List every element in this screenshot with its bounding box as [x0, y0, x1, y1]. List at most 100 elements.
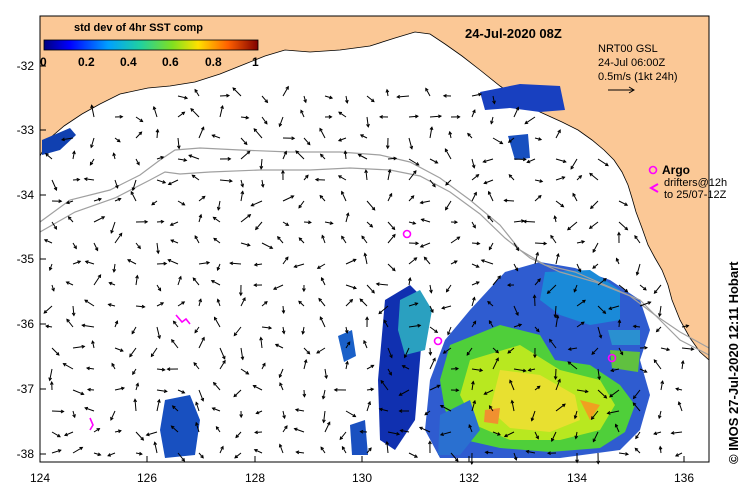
- current-arrow-head: [499, 140, 504, 145]
- current-arrow: [678, 401, 683, 412]
- current-arrow-head: [329, 221, 334, 225]
- current-arrow: [110, 410, 116, 421]
- current-arrow: [195, 402, 200, 412]
- current-arrow: [555, 315, 559, 328]
- current-arrow-head: [55, 352, 60, 356]
- current-arrow: [487, 301, 494, 307]
- current-arrow-head: [321, 234, 325, 239]
- current-arrow: [43, 305, 53, 314]
- current-arrow: [261, 301, 268, 307]
- current-arrow-head: [215, 425, 220, 430]
- current-arrow: [261, 363, 266, 370]
- current-arrow-head: [235, 434, 239, 439]
- current-arrow-head: [119, 348, 124, 352]
- current-arrow: [198, 299, 202, 307]
- current-arrow-head: [368, 447, 372, 452]
- current-arrow-head: [247, 214, 252, 218]
- current-arrow: [488, 320, 494, 328]
- current-arrow: [681, 347, 694, 350]
- current-arrow: [471, 381, 474, 391]
- current-arrow: [135, 242, 141, 249]
- current-arrow: [345, 213, 349, 223]
- current-arrow: [345, 95, 348, 103]
- current-arrow: [61, 137, 74, 141]
- current-arrow: [504, 431, 515, 437]
- current-arrow-head: [141, 304, 146, 309]
- current-arrow-head: [658, 313, 662, 318]
- current-arrow-head: [176, 145, 181, 150]
- current-arrow: [321, 235, 326, 244]
- current-arrow-head: [603, 394, 608, 399]
- current-arrow-head: [592, 249, 596, 253]
- y-axis-label: -34: [17, 188, 35, 202]
- current-arrow-head: [532, 294, 537, 299]
- argo-float-marker: [433, 336, 443, 346]
- current-arrow-head: [213, 316, 218, 321]
- current-arrow-head: [653, 359, 658, 363]
- current-arrow-head: [316, 265, 321, 269]
- current-arrow: [114, 387, 125, 391]
- current-arrow-head: [389, 354, 393, 359]
- current-arrow-head: [482, 159, 487, 163]
- drifter-legend-icon: [648, 183, 659, 193]
- current-arrow-head: [418, 426, 423, 431]
- current-arrow-head: [341, 235, 345, 240]
- x-axis-label: 130: [352, 471, 372, 485]
- current-arrow: [146, 431, 158, 436]
- current-arrow-head: [138, 451, 143, 456]
- current-arrow-head: [178, 275, 182, 280]
- current-arrow: [513, 368, 526, 372]
- current-arrow-head: [194, 235, 198, 239]
- current-arrow-head: [538, 137, 543, 141]
- current-arrow-head: [660, 380, 665, 385]
- y-axis-label: -35: [17, 252, 35, 266]
- current-arrow: [153, 106, 158, 118]
- current-arrow: [492, 347, 499, 354]
- current-arrow: [635, 431, 641, 439]
- current-arrow-head: [560, 203, 565, 208]
- current-arrow: [429, 305, 434, 313]
- current-arrow: [639, 284, 647, 291]
- current-arrow-head: [420, 218, 425, 222]
- current-arrow: [597, 278, 607, 286]
- current-arrow-head: [535, 328, 540, 333]
- current-arrow-head: [359, 298, 364, 303]
- current-arrow-head: [184, 95, 189, 100]
- current-arrow-head: [391, 226, 396, 231]
- current-arrow: [344, 151, 347, 160]
- current-arrow-head: [518, 323, 523, 328]
- current-arrow: [513, 220, 524, 223]
- current-arrow: [450, 452, 459, 462]
- current-arrow-head: [515, 312, 519, 317]
- current-arrow-head: [537, 194, 542, 199]
- current-arrow-head: [239, 414, 244, 419]
- current-arrow-head: [145, 432, 150, 437]
- current-arrow-head: [625, 452, 630, 456]
- current-arrow: [379, 408, 389, 412]
- current-arrow: [492, 95, 495, 104]
- argo-float-marker: [402, 229, 412, 239]
- current-arrow-head: [624, 226, 629, 231]
- current-arrow: [298, 300, 305, 307]
- current-arrow-head: [456, 115, 461, 119]
- current-arrow-head: [79, 446, 84, 451]
- current-arrow: [171, 425, 179, 433]
- current-arrow: [408, 195, 415, 202]
- current-arrow: [485, 451, 494, 454]
- current-arrow: [597, 389, 607, 399]
- current-arrow-head: [91, 340, 95, 345]
- current-arrow-head: [263, 120, 268, 125]
- current-arrow-head: [85, 366, 90, 371]
- current-arrow-head: [238, 292, 243, 297]
- current-arrow: [471, 109, 476, 118]
- current-arrow-head: [385, 88, 390, 93]
- current-arrow: [82, 324, 95, 328]
- current-arrow: [659, 305, 662, 317]
- current-arrow: [234, 452, 242, 459]
- current-arrow-head: [160, 219, 165, 224]
- current-arrow-head: [415, 162, 420, 166]
- current-arrow: [386, 441, 389, 454]
- current-arrow: [86, 367, 95, 370]
- current-arrow: [487, 215, 494, 223]
- current-arrow-head: [83, 177, 88, 182]
